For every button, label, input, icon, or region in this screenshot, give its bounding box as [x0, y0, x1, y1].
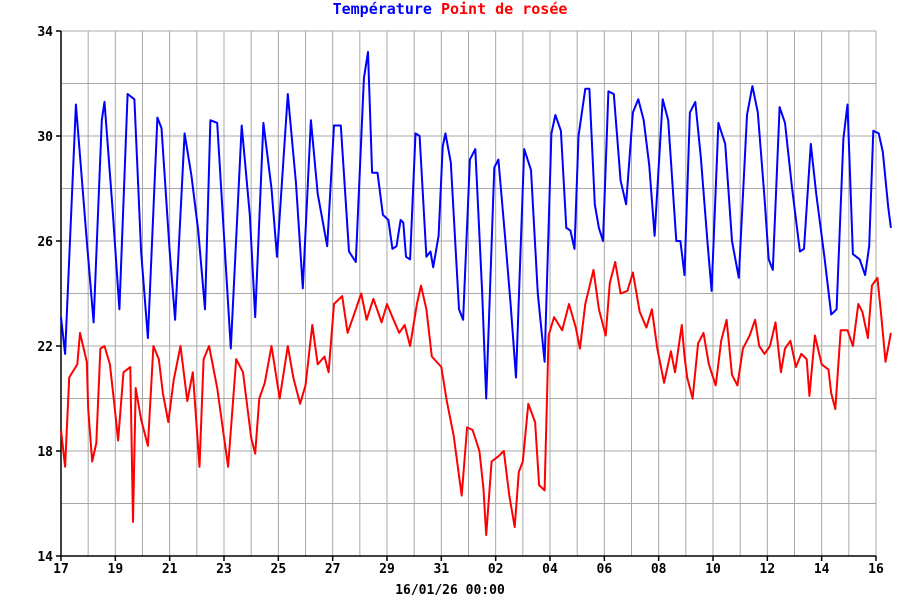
x-tick-label: 04: [542, 562, 558, 577]
series-lines: [60, 51, 892, 536]
y-tick-label: 26: [37, 235, 53, 250]
x-tick-label: 29: [379, 562, 395, 577]
title-temperature: Température: [332, 0, 432, 18]
x-tick-label: 08: [651, 562, 667, 577]
chart-title: Température Point de rosée: [0, 0, 900, 18]
x-tick-labels: 17 19 21 23 25 27 29 31 02 04 06 08 10 12 14 16: [53, 562, 884, 577]
x-tick-label: 25: [271, 562, 287, 577]
x-tick-label: 02: [488, 562, 504, 577]
grid-lines: [60, 30, 877, 557]
y-tick-label: 18: [37, 445, 53, 460]
x-tick-label: 27: [325, 562, 341, 577]
x-tick-label: 23: [216, 562, 232, 577]
x-tick-label: 31: [434, 562, 450, 577]
series-line-temperature: [60, 51, 892, 400]
y-tick-label: 14: [37, 550, 53, 565]
chart-footer-date: 16/01/26 00:00: [395, 583, 505, 598]
x-tick-label: 16: [868, 562, 884, 577]
x-tick-label: 12: [760, 562, 776, 577]
x-tick-label: 17: [53, 562, 69, 577]
y-tick-labels: 14 18 22 26 30 34: [37, 25, 53, 565]
title-dewpoint: Point de rosée: [440, 0, 568, 18]
x-tick-label: 06: [597, 562, 613, 577]
x-tick-label: 19: [108, 562, 124, 577]
axes: [56, 30, 877, 561]
y-tick-label: 30: [37, 130, 53, 145]
series-line-dewpoint: [60, 261, 892, 536]
x-tick-label: 14: [814, 562, 830, 577]
x-tick-label: 10: [705, 562, 721, 577]
x-tick-label: 21: [162, 562, 178, 577]
y-tick-label: 22: [37, 340, 53, 355]
y-tick-label: 34: [37, 25, 53, 40]
